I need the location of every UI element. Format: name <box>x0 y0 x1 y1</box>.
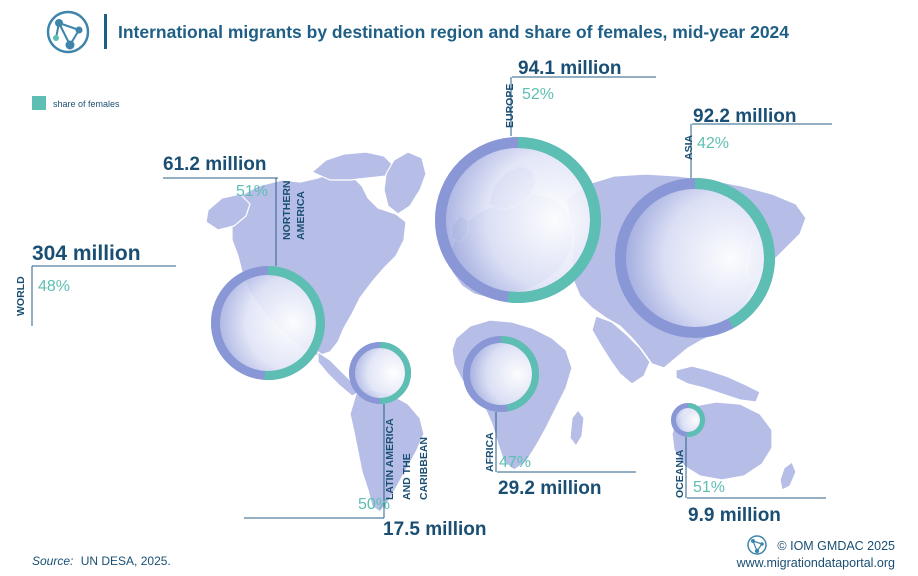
legend: share of females <box>32 96 120 110</box>
region-name-label: CARIBBEAN <box>418 437 430 500</box>
female-share-arc <box>507 137 601 303</box>
region-name-label: EUROPE <box>504 84 516 128</box>
female-share-arc <box>379 342 411 404</box>
female-share-label: 52% <box>522 86 554 103</box>
south-america-shape <box>349 389 425 513</box>
region-name-label: AND THE <box>401 453 413 500</box>
footer: Source: UN DESA, 2025. © IOM GMDAC 2025 … <box>32 535 895 570</box>
region-name-label: AMERICA <box>295 191 307 240</box>
arabia-india-shape <box>591 315 651 385</box>
new-zealand-shape <box>779 461 797 491</box>
migrant-count-label: 92.2 million <box>693 106 796 127</box>
source-text: UN DESA, 2025. <box>81 554 171 568</box>
chart-title: International migrants by destination re… <box>118 22 789 42</box>
legend-label: share of females <box>53 99 120 109</box>
region-northern-america: 61.2 million 51% NORTHERN AMERICA <box>163 154 325 380</box>
source-label: Source: <box>32 554 73 568</box>
region-bubble <box>435 137 601 303</box>
female-share-label: 47% <box>499 454 531 471</box>
region-africa: 29.2 million 47%AFRICA <box>463 336 636 499</box>
region-name-label: LATIN AMERICA <box>384 418 396 500</box>
gmdac-logo-icon <box>747 535 767 555</box>
female-share-label: 51% <box>236 183 268 200</box>
female-share-arc <box>686 403 705 437</box>
world-total: 304 million 48% WORLD <box>15 242 176 326</box>
female-share-arc <box>694 178 775 329</box>
copyright-text: © IOM GMDAC 2025 <box>777 539 895 553</box>
region-bubble <box>349 342 411 404</box>
region-asia: 92.2 million 42%ASIA <box>615 106 832 338</box>
region-name-label: OCEANIA <box>674 449 686 498</box>
header: International migrants by destination re… <box>46 10 789 54</box>
data-layer: 94.1 million 52% EUROPE 92.2 million 42%ASIA… <box>15 58 832 540</box>
female-share-label: 42% <box>697 135 729 152</box>
website-link[interactable]: www.migrationdataportal.org <box>736 556 895 570</box>
female-share-arc <box>264 266 325 380</box>
region-europe: 94.1 million 52% EUROPE <box>435 58 656 303</box>
region-bubble <box>211 266 325 380</box>
region-oceania: 9.9 million 51% OCEANIA <box>671 403 826 526</box>
migrant-count-label: 304 million <box>32 242 141 265</box>
female-share-label: 48% <box>38 278 70 295</box>
alaska-shape <box>205 193 251 231</box>
region-latin-america-and-the-caribbean: 17.5 million 50%LATIN AMERICA AND THE CARIB… <box>244 342 486 540</box>
female-share-arc <box>500 336 539 412</box>
migrant-count-label: 29.2 million <box>498 478 601 499</box>
network-logo-icon <box>46 10 90 54</box>
legend-swatch <box>32 96 46 110</box>
migrant-count-label: 61.2 million <box>163 154 266 175</box>
region-name-label: NORTHERN <box>281 181 293 241</box>
migrant-count-label: 94.1 million <box>518 58 621 79</box>
female-share-label: 50% <box>358 496 390 513</box>
region-bubble <box>463 336 539 412</box>
canada-arctic-islands-shape <box>311 151 395 181</box>
region-name-label: WORLD <box>15 276 27 316</box>
region-bubble <box>615 178 775 338</box>
region-name-label: AFRICA <box>484 432 496 472</box>
madagascar-shape <box>569 409 585 447</box>
female-share-label: 51% <box>693 479 725 496</box>
migrant-count-label: 9.9 million <box>688 505 781 526</box>
title-divider <box>104 14 107 49</box>
migrant-count-label: 17.5 million <box>383 519 486 540</box>
region-name-label: ASIA <box>683 134 695 160</box>
southeast-asia-islands-shape <box>675 365 761 403</box>
source-line: Source: UN DESA, 2025. <box>32 554 171 568</box>
greenland-shape <box>383 151 427 215</box>
